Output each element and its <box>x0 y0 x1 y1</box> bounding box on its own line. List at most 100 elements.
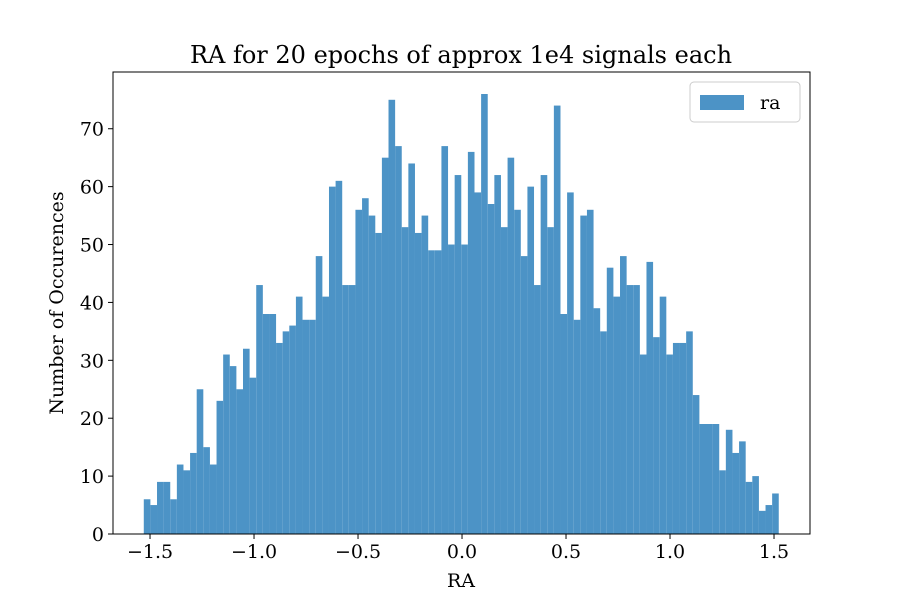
histogram-bar <box>242 348 250 534</box>
histogram-bar <box>653 337 660 534</box>
x-tick-label: −0.5 <box>335 541 381 563</box>
histogram-bar <box>699 424 707 534</box>
y-tick-label: 30 <box>80 350 104 372</box>
histogram-bar <box>355 209 363 534</box>
histogram-bar <box>302 319 310 534</box>
y-tick-label: 60 <box>80 177 104 199</box>
histogram-bar <box>745 481 753 534</box>
histogram-bar <box>547 227 554 534</box>
histogram-bar <box>249 377 257 534</box>
histogram-bar <box>593 308 601 534</box>
histogram-bar <box>368 215 376 534</box>
histogram-bar <box>441 146 449 534</box>
histogram-bar <box>216 400 224 534</box>
histogram-bar <box>335 180 343 534</box>
histogram-bar <box>289 325 296 534</box>
histogram-bar <box>395 146 402 534</box>
histogram-bar <box>276 342 283 534</box>
x-tick-label: −1.5 <box>127 541 173 563</box>
histogram-bar <box>613 296 621 534</box>
histogram-bar <box>553 105 561 534</box>
histogram-bar <box>375 232 382 534</box>
histogram-bar <box>580 215 587 534</box>
histogram-bar <box>163 481 171 534</box>
histogram-bar <box>600 331 607 534</box>
histogram-bar <box>203 447 210 534</box>
histogram-bar <box>342 285 349 534</box>
x-tick-label: 1.0 <box>655 541 685 563</box>
histogram-bar <box>639 354 647 534</box>
histogram-bar <box>262 314 270 534</box>
chart-title: RA for 20 epochs of approx 1e4 signals e… <box>190 41 732 69</box>
histogram-bar <box>494 175 501 535</box>
histogram-bar <box>765 505 773 534</box>
histogram-bar <box>646 261 654 534</box>
histogram-bar <box>686 331 693 534</box>
x-tick-label: 0.5 <box>551 541 581 563</box>
histogram-bar <box>322 296 329 534</box>
histogram-bar <box>573 319 581 534</box>
histogram-bar <box>534 285 541 534</box>
histogram-bar <box>157 481 164 534</box>
histogram-bar <box>758 510 766 534</box>
histogram-bar <box>487 204 495 534</box>
histogram-bar <box>223 354 230 534</box>
histogram-bar <box>633 285 640 534</box>
histogram-bar <box>428 250 435 534</box>
histogram-bar <box>229 366 237 534</box>
histogram-bar <box>150 505 158 534</box>
histogram-bar <box>190 452 197 534</box>
histogram-bar <box>474 192 482 534</box>
legend-swatch <box>700 95 744 110</box>
x-axis-label: RA <box>447 570 475 592</box>
y-axis-label: Number of Occurences <box>46 191 68 414</box>
histogram-bar <box>309 319 316 534</box>
histogram-bar <box>209 464 217 534</box>
histogram-bar <box>606 267 614 534</box>
legend-label: ra <box>760 92 780 114</box>
histogram-bar <box>520 256 528 534</box>
x-tick-label: 0.0 <box>447 541 477 563</box>
histogram-bar <box>626 285 634 534</box>
histogram-bar <box>183 470 191 534</box>
histogram-bar <box>752 476 759 534</box>
histogram-bar <box>772 493 779 534</box>
histogram-bar <box>401 227 409 534</box>
histogram-bar <box>434 250 442 534</box>
histogram-bar <box>381 157 389 534</box>
histogram-bar <box>170 499 177 534</box>
histogram-bar <box>236 389 243 534</box>
histogram-bar <box>692 395 700 534</box>
y-tick-label: 50 <box>80 235 104 257</box>
histogram-bar <box>672 342 680 534</box>
histogram-bar <box>732 452 740 534</box>
histogram-bar <box>540 175 548 535</box>
histogram-bar <box>408 163 415 534</box>
histogram-bar <box>421 215 429 534</box>
y-tick-label: 20 <box>80 408 104 430</box>
histogram-bar <box>666 354 673 534</box>
histogram-bar <box>560 314 568 534</box>
histogram-bar <box>348 285 356 534</box>
y-tick-label: 70 <box>80 119 104 141</box>
histogram-bar <box>362 198 369 535</box>
histogram-bar <box>514 209 521 534</box>
histogram-bar <box>461 244 468 535</box>
histogram-bar <box>467 151 475 535</box>
histogram-bar <box>414 232 422 534</box>
y-tick-label: 0 <box>92 524 104 546</box>
plot-frame <box>112 71 811 535</box>
histogram-bar <box>448 244 455 535</box>
histogram-bar <box>659 296 667 534</box>
histogram-bar <box>527 186 535 534</box>
y-tick-label: 10 <box>80 466 104 488</box>
x-tick-label: 1.5 <box>759 541 789 563</box>
histogram-bar <box>712 424 720 534</box>
histogram-bar <box>620 256 627 534</box>
histogram-bar <box>388 99 396 534</box>
histogram-bar <box>586 209 594 534</box>
histogram-bar <box>567 192 574 534</box>
legend-box <box>689 81 801 123</box>
